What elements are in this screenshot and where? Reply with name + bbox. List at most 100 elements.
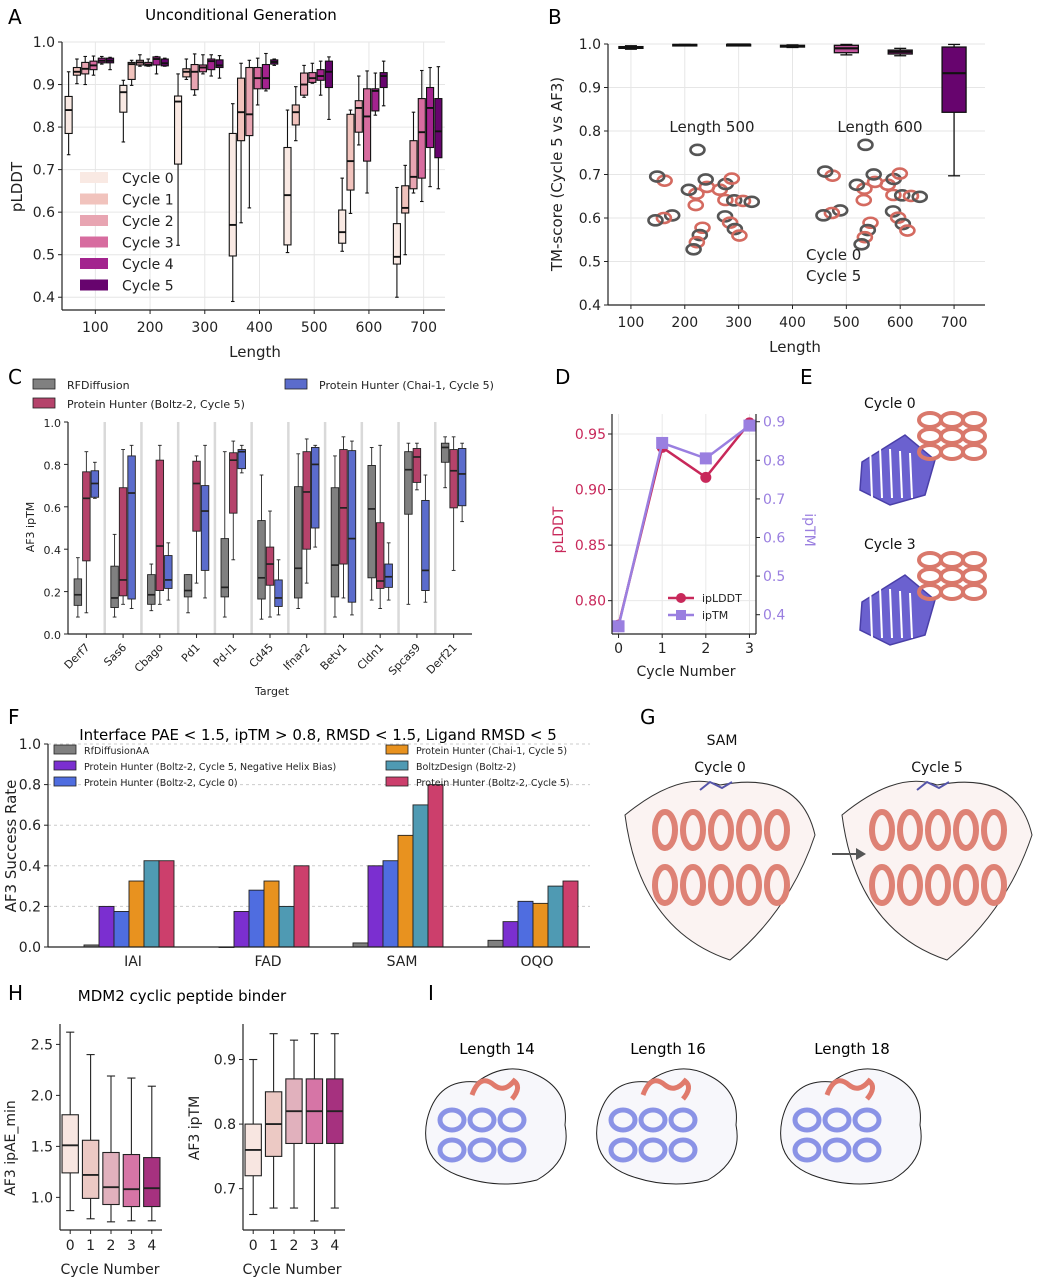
box-iqr bbox=[426, 86, 435, 149]
box-cycle-2 bbox=[102, 1075, 120, 1223]
helix-coil bbox=[816, 165, 834, 178]
box-cycle-1-200 bbox=[127, 59, 136, 86]
helix-coil bbox=[734, 194, 752, 208]
box-iqr bbox=[64, 95, 73, 135]
panel-h-chart: MDM2 cyclic peptide binder 0 1 2 3 41.01.52.… bbox=[3, 987, 345, 1278]
legend-label: Protein Hunter (Boltz-2, Cycle 0) bbox=[84, 778, 238, 789]
bar-OQO-series-1 bbox=[502, 921, 519, 948]
sheet-stripe bbox=[869, 584, 873, 639]
box-Pd-l1-series-1 bbox=[229, 440, 238, 561]
legend-swatch bbox=[385, 776, 409, 787]
helix-ribbon bbox=[652, 809, 678, 851]
helix-coil bbox=[866, 175, 884, 189]
legend-label: Cycle 3 bbox=[122, 236, 174, 252]
y-tick-label-right: 0.6 bbox=[763, 531, 785, 547]
helix-coil bbox=[862, 216, 879, 230]
x-tick-label: 200 bbox=[137, 320, 164, 336]
box-cycle-0-200 bbox=[119, 79, 128, 143]
panel-letter-h: H bbox=[8, 981, 23, 1005]
target-helix bbox=[917, 427, 943, 445]
y-tick-label-left: 0.85 bbox=[575, 538, 606, 554]
cyclic-peptide bbox=[469, 1077, 520, 1101]
annotation-length-600: Length 600 bbox=[837, 118, 922, 136]
y-tick-label: 0.2 bbox=[44, 587, 62, 600]
bar-IAI-series-1 bbox=[98, 905, 115, 948]
box-Pd1-series-2 bbox=[200, 444, 210, 599]
box-iqr bbox=[143, 1157, 161, 1208]
box-cycle-4-300 bbox=[207, 54, 216, 77]
x-tick-label: Ifnar2 bbox=[281, 641, 313, 673]
x-tick-label: 200 bbox=[671, 315, 698, 331]
x-tick-label: Cbago bbox=[132, 641, 166, 675]
helix-ribbon bbox=[981, 809, 1007, 851]
y-tick-label: 0.8 bbox=[214, 1117, 236, 1133]
target-helix bbox=[939, 551, 965, 569]
box-iqr bbox=[173, 95, 183, 165]
helix-coil bbox=[717, 193, 734, 207]
target-helix bbox=[939, 443, 965, 461]
box-iqr bbox=[375, 522, 385, 589]
box-cycle-1 bbox=[81, 1054, 100, 1220]
data-point-iptm bbox=[699, 452, 712, 465]
box-cycle-4-600 bbox=[371, 72, 380, 116]
box-iqr bbox=[417, 98, 426, 179]
bar-IAI-series-5 bbox=[158, 860, 175, 948]
sheet-stripe bbox=[909, 592, 913, 639]
y-tick-label-right: 0.7 bbox=[763, 492, 785, 508]
box-cycle-0-400 bbox=[228, 103, 237, 303]
box-Cbago-series-0 bbox=[147, 563, 156, 612]
box-cycle-0-700 bbox=[392, 186, 401, 298]
target-helix bbox=[939, 427, 965, 445]
peptide-complex-2 bbox=[780, 1068, 922, 1185]
helix-coil bbox=[648, 170, 666, 183]
bar-IAI-series-4 bbox=[143, 860, 160, 948]
box-cycle-5-600 bbox=[379, 60, 388, 107]
box-cycle-1-600 bbox=[346, 109, 355, 214]
structure-title-sam: SAM bbox=[707, 733, 738, 749]
box-Pd-l1-series-2 bbox=[237, 444, 246, 474]
cyclic-peptide bbox=[640, 1077, 691, 1101]
box-iqr bbox=[237, 449, 246, 470]
bar-FAD-series-5 bbox=[293, 865, 310, 948]
y-tick-label: 0.4 bbox=[19, 859, 41, 875]
y-tick-label: 0.9 bbox=[214, 1053, 236, 1069]
y-tick-label-right: 0.5 bbox=[763, 569, 785, 585]
helix-coil bbox=[865, 168, 882, 181]
box-cycle-4-400 bbox=[261, 52, 271, 92]
legend-swatch bbox=[53, 760, 77, 771]
helix-coil bbox=[688, 235, 706, 249]
target-helix bbox=[961, 411, 987, 429]
target-ribbon bbox=[467, 1137, 497, 1163]
legend-marker bbox=[676, 610, 686, 620]
y-axis-label: AF3 ipTM bbox=[24, 502, 37, 553]
legend-label: Cycle 0 bbox=[122, 171, 174, 187]
x-tick-label: Cd45 bbox=[247, 641, 276, 670]
box-iqr bbox=[367, 465, 376, 579]
legend-label: ipLDDT bbox=[702, 592, 742, 605]
x-tick-label: 300 bbox=[191, 320, 218, 336]
protein-structure-images bbox=[647, 138, 929, 256]
x-axis-label-left: Cycle Number bbox=[61, 1262, 160, 1278]
y-tick-label: 1.0 bbox=[33, 35, 55, 51]
box-iqr bbox=[190, 63, 199, 91]
box-Cd45-series-2 bbox=[274, 559, 283, 616]
box-iqr bbox=[147, 574, 156, 605]
panel-letter-a: A bbox=[8, 5, 22, 29]
helix-coil bbox=[893, 189, 911, 202]
bar-IAI-series-2 bbox=[113, 911, 130, 948]
helix-coil bbox=[731, 229, 748, 242]
box-length-400 bbox=[779, 44, 806, 49]
helix-ribbon bbox=[708, 864, 734, 906]
box-cycle-5-500 bbox=[324, 56, 334, 120]
box-cycle-4 bbox=[143, 1085, 161, 1222]
legend-swatch bbox=[53, 744, 77, 755]
panel-letter-g: G bbox=[640, 705, 656, 729]
box-iqr bbox=[122, 1153, 141, 1208]
box-iqr bbox=[283, 146, 292, 246]
chart-title: Interface PAE < 1.5, ipTM > 0.8, RMSD < … bbox=[79, 726, 557, 744]
x-tick-label: Spcas9 bbox=[386, 641, 423, 678]
y-axis-label-right: AF3 ipTM bbox=[187, 1096, 203, 1160]
box-cycle-5-100 bbox=[106, 56, 115, 71]
legend-swatch bbox=[53, 776, 77, 787]
box-iqr bbox=[183, 574, 193, 598]
